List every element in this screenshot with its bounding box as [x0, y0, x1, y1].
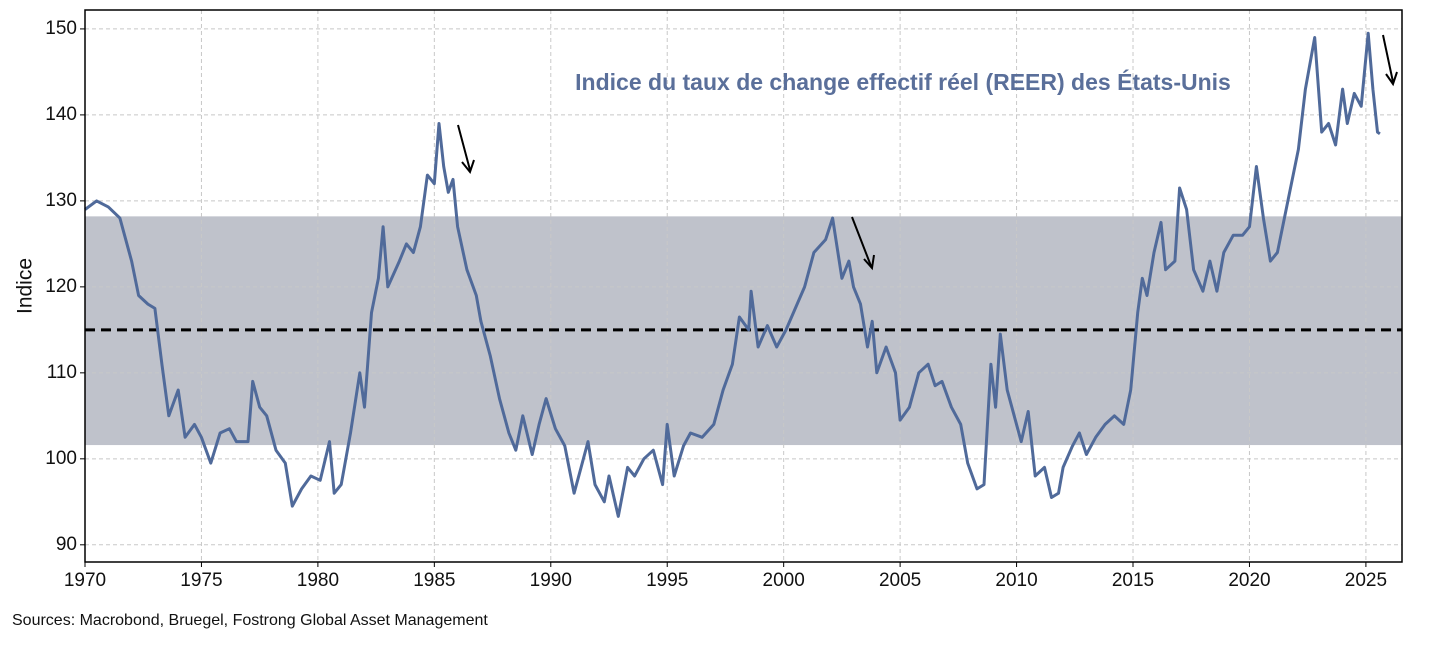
- x-tick-label: 1990: [530, 570, 572, 591]
- y-tick-label: 90: [56, 534, 77, 555]
- x-tick-label: 2000: [763, 570, 805, 591]
- y-tick-label: 110: [47, 362, 77, 383]
- x-tick-label: 1985: [413, 570, 455, 591]
- x-tick-label: 2005: [879, 570, 921, 591]
- x-tick-label: 2025: [1345, 570, 1387, 591]
- x-tick-label: 1980: [297, 570, 339, 591]
- x-tick-label: 1975: [180, 570, 222, 591]
- y-tick-label: 100: [45, 448, 77, 469]
- y-tick-label: 150: [45, 18, 77, 39]
- y-tick-label: 130: [45, 190, 77, 211]
- x-tick-label: 1995: [646, 570, 688, 591]
- annotation-arrows: [457, 34, 1398, 271]
- plot-area: 90 100 110 120 130 140 150 1970 1975 1980 1985 1990…: [45, 9, 1403, 591]
- y-tick-label: 120: [45, 276, 77, 297]
- x-tick-label: 1970: [64, 570, 106, 591]
- series-line: [84, 31, 1381, 518]
- x-tick-label: 2010: [995, 570, 1037, 591]
- y-axis-label: Indice: [14, 258, 37, 314]
- chart-title: Indice du taux de change effectif réel (…: [575, 68, 1231, 95]
- y-tick-label: 140: [45, 104, 77, 125]
- source-note: Sources: Macrobond, Bruegel, Fostrong Gl…: [12, 612, 488, 629]
- plot-frame: [84, 9, 1403, 563]
- x-tick-label: 2020: [1228, 570, 1270, 591]
- x-tick-label: 2015: [1112, 570, 1154, 591]
